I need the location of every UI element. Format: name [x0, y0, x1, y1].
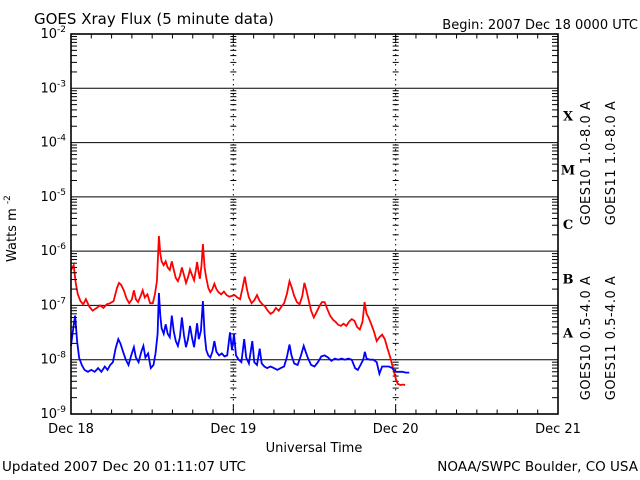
flare-class-letter: B — [563, 272, 574, 287]
legend-label-goes11-1-0-8-0-a: GOES11 1.0-8.0 A — [604, 101, 619, 226]
source-credit: NOAA/SWPC Boulder, CO USA — [437, 459, 639, 475]
legend-label-goes10-0-5-4-0-a: GOES10 0.5-4.0 A — [579, 276, 594, 401]
grid-layer — [71, 34, 558, 414]
series-line-goes11-long — [70, 235, 406, 387]
x-tick-label: Dec 19 — [210, 422, 256, 437]
y-tick-label: 10-2 — [40, 25, 66, 42]
y-tick-label: 10-6 — [40, 242, 66, 259]
x-tick-label: Dec 18 — [48, 422, 94, 437]
plot-border — [70, 33, 559, 415]
chart-title: GOES Xray Flux (5 minute data) — [34, 10, 274, 28]
y-tick-label: 10-9 — [40, 405, 66, 422]
flare-class-letter: X — [563, 109, 574, 124]
flare-class-letter: M — [561, 164, 575, 179]
y-axis-title: Watts m -2 — [3, 195, 20, 262]
y-tick-label: 10-3 — [40, 79, 66, 96]
x-tick-label: Dec 21 — [535, 422, 581, 437]
y-tick-label: 10-8 — [40, 351, 66, 368]
legend-label-goes11-0-5-4-0-a: GOES11 0.5-4.0 A — [604, 276, 619, 401]
x-axis-title: Universal Time — [266, 441, 363, 456]
series-line-goes11-short — [70, 292, 410, 377]
flare-class-letter: A — [562, 327, 574, 342]
begin-timestamp: Begin: 2007 Dec 18 0000 UTC — [442, 18, 638, 33]
y-tick-label: 10-5 — [40, 188, 66, 205]
frame-layer — [70, 33, 559, 415]
y-tick-label: 10-7 — [40, 296, 66, 313]
series-layer — [70, 235, 410, 387]
legend-label-goes10-1-0-8-0-a: GOES10 1.0-8.0 A — [579, 101, 594, 226]
updated-timestamp: Updated 2007 Dec 20 01:11:07 UTC — [2, 459, 246, 475]
y-axis-title-superscript: -2 — [3, 195, 13, 204]
y-tick-label: 10-4 — [40, 134, 66, 151]
flare-class-letter: C — [563, 218, 573, 233]
x-tick-label: Dec 20 — [373, 422, 419, 437]
y-axis-title-base: Watts m — [5, 208, 20, 262]
